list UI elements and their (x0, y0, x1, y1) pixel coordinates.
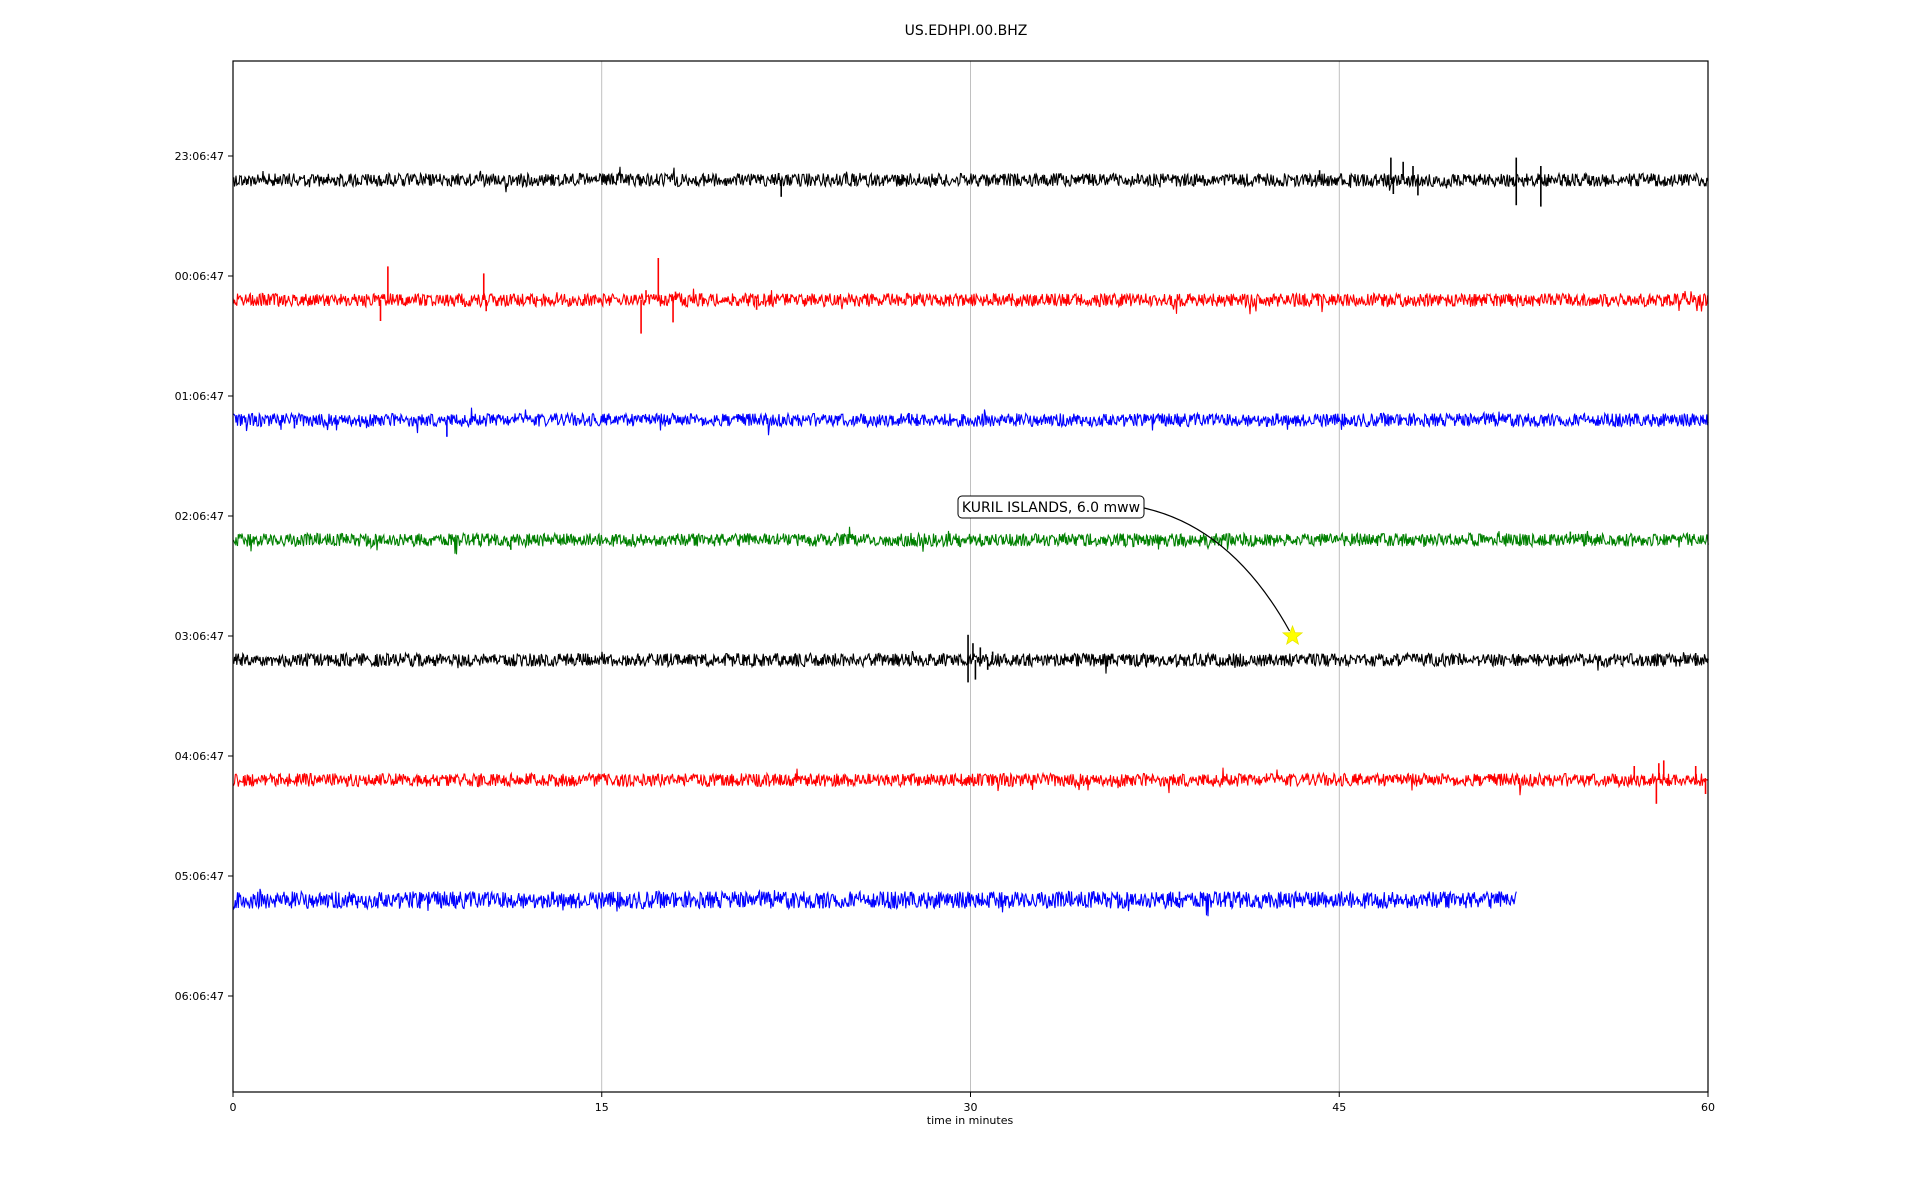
x-tick-label: 45 (1332, 1101, 1346, 1114)
y-tick-label: 00:06:47 (175, 270, 224, 283)
trace-row-5 (232, 767, 1709, 796)
y-tick-label: 04:06:47 (175, 750, 224, 763)
x-tick-label: 30 (964, 1101, 978, 1114)
trace-row-1 (232, 288, 1709, 315)
y-tick-label: 05:06:47 (175, 870, 224, 883)
x-tick-label: 0 (230, 1101, 237, 1114)
trace-row-4 (232, 650, 1709, 674)
traces-layer (232, 157, 1709, 917)
y-tick-label: 03:06:47 (175, 630, 224, 643)
event-star-icon (1281, 624, 1304, 646)
x-tick-label: 15 (595, 1101, 609, 1114)
x-axis-label: time in minutes (927, 1114, 1014, 1127)
trace-row-6 (232, 888, 1517, 917)
chart-title: US.EDHPI.00.BHZ (905, 23, 1028, 39)
x-tick-label: 60 (1701, 1101, 1715, 1114)
trace-row-3 (232, 526, 1709, 555)
annotation-label: KURIL ISLANDS, 6.0 mww (962, 500, 1140, 516)
annotation-layer: KURIL ISLANDS, 6.0 mww (957, 495, 1304, 646)
trace-row-2 (232, 407, 1709, 436)
y-tick-label: 01:06:47 (175, 390, 224, 403)
grid-layer (601, 61, 1340, 1092)
trace-row-0 (232, 166, 1709, 193)
axis-layer: 0 15 30 45 60 23:06:47 00:06:47 01:06:47 02:06:4… (175, 150, 1715, 1114)
annotation-box (957, 495, 1145, 519)
y-tick-label: 06:06:47 (175, 990, 224, 1003)
annotation-arrow (1143, 507, 1291, 632)
y-tick-label: 02:06:47 (175, 510, 224, 523)
y-tick-label: 23:06:47 (175, 150, 224, 163)
